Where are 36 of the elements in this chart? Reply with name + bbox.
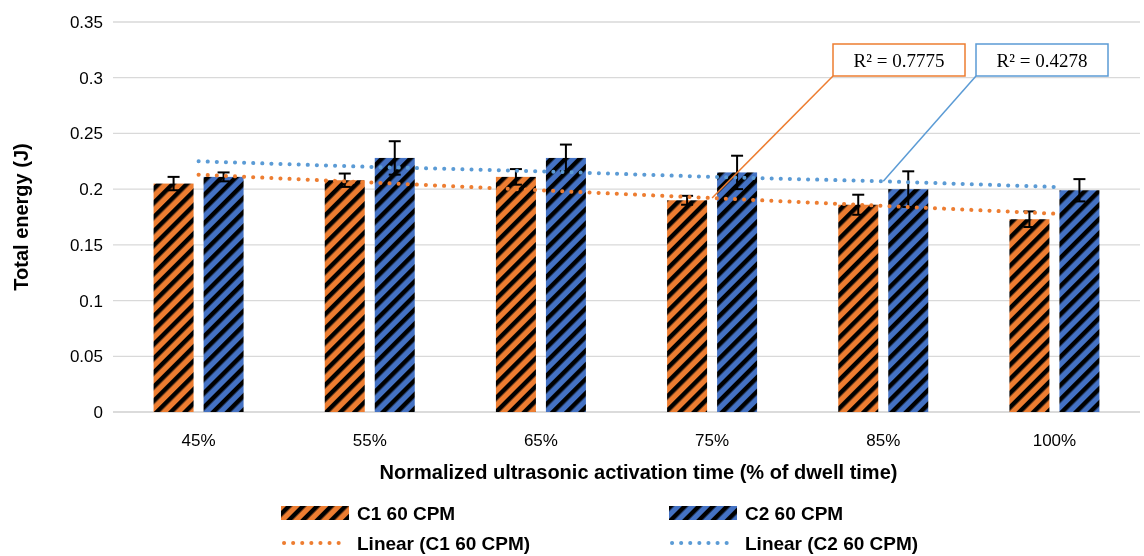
bar (324, 180, 365, 412)
bar (495, 176, 536, 412)
y-tick-label: 0.3 (79, 68, 103, 88)
legend-label: C2 60 CPM (745, 502, 844, 524)
y-tick-label: 0.2 (79, 180, 103, 200)
y-tick-label: 0.15 (69, 235, 103, 255)
y-tick-label: 0.1 (79, 291, 103, 311)
bar (203, 176, 244, 412)
x-tick-label: 65% (523, 431, 558, 450)
bar (1009, 219, 1050, 412)
y-tick-label: 0.25 (69, 124, 103, 144)
x-tick-label: 100% (1032, 431, 1077, 450)
y-tick-label: 0.35 (69, 12, 103, 32)
x-axis-title: Normalized ultrasonic activation time (% of dwell time) (379, 461, 898, 483)
bar (1059, 190, 1100, 412)
legend-label: Linear (C1 60 CPM) (357, 532, 531, 554)
x-tick-label: 75% (695, 431, 730, 450)
legend-label: Linear (C2 60 CPM) (745, 532, 919, 554)
bar (545, 157, 586, 412)
bar (888, 189, 929, 412)
y-axis-title: Total energy (J) (10, 143, 32, 291)
line-series (196, 172, 1057, 216)
bar (374, 157, 415, 412)
bar (838, 204, 879, 412)
y-tick-label: 0.05 (69, 347, 103, 367)
line-series (196, 159, 1057, 189)
bar (153, 183, 194, 412)
legend-label: C1 60 CPM (357, 502, 456, 524)
x-tick-label: 45% (181, 431, 216, 450)
bar (667, 200, 708, 412)
annotation: R² = 0.7775 (853, 49, 945, 71)
y-tick-label: 0 (93, 402, 103, 422)
x-tick-label: 85% (866, 431, 901, 450)
annotation: R² = 0.4278 (996, 49, 1088, 71)
bar (717, 172, 758, 412)
x-tick-label: 55% (352, 431, 387, 450)
